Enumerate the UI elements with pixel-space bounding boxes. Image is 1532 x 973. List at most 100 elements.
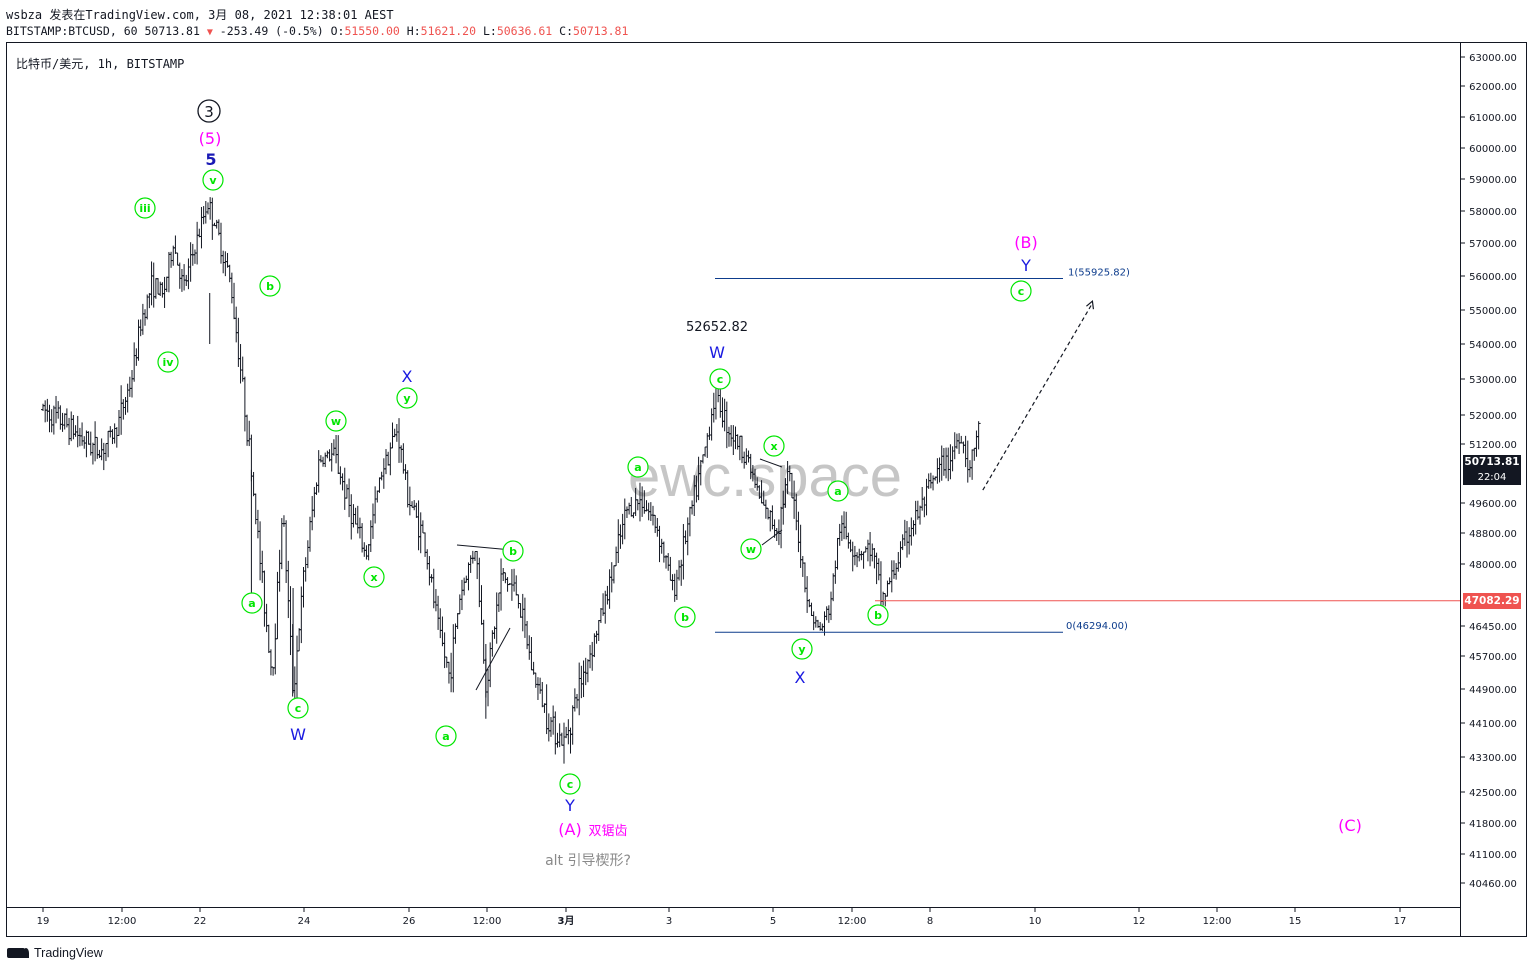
ohlc-bar: [579, 665, 584, 699]
ohlc-bar: [924, 478, 929, 516]
svg-text:a: a: [248, 597, 255, 610]
ohlc-bar: [410, 501, 415, 508]
ohlc-bar: [67, 417, 72, 446]
ohlc-bar: [342, 467, 347, 510]
ohlc-bar: [86, 431, 91, 445]
ohlc-bar: [490, 630, 495, 657]
ohlc-bar: [175, 252, 180, 266]
ohlc-bar: [902, 519, 907, 546]
ohlc-bar: [870, 543, 875, 562]
y-tick-label: 49600.00: [1469, 499, 1517, 510]
ohlc-bar: [397, 418, 402, 463]
x-tick-label: 10: [1029, 916, 1042, 927]
y-tick-label: 54000.00: [1469, 340, 1517, 351]
ohlc-bar: [429, 574, 434, 583]
wave-label-green: y: [396, 387, 418, 409]
ohlc-bar: [84, 430, 89, 458]
wave-label-green: a: [241, 592, 263, 614]
ohlc-bar: [195, 221, 200, 265]
y-tick-label: 53000.00: [1469, 375, 1517, 386]
ohlc-bar: [338, 466, 343, 485]
ohlc-bar: [145, 294, 150, 320]
wave-label-green: y: [791, 638, 813, 660]
ohlc-bar: [861, 551, 866, 569]
ohlc-bar: [268, 649, 273, 676]
ohlc-bar: [106, 430, 111, 458]
ohlc-bar: [948, 444, 953, 480]
ohlc-bar: [839, 515, 844, 541]
ohlc-bar: [585, 659, 590, 683]
ohlc-bar: [56, 401, 61, 419]
ohlc-bar: [466, 562, 471, 591]
ohlc-bar: [173, 235, 178, 254]
ohlc-bar: [423, 532, 428, 557]
wave-label-green: w: [325, 410, 347, 432]
ohlc-bar: [316, 450, 321, 493]
y-tick-label: 58000.00: [1469, 207, 1517, 218]
ohlc-bar: [462, 577, 467, 596]
ohlc-bar: [127, 376, 132, 397]
ohlc-bar: [123, 396, 128, 415]
ohlc-bar: [82, 436, 87, 449]
ohlc-bar: [527, 635, 532, 660]
wave-label-green: x: [763, 435, 785, 457]
wave-label-green: c: [287, 697, 309, 719]
ohlc-bar: [679, 559, 684, 586]
ohlc-bar: [199, 206, 204, 249]
ohlc-bar: [583, 657, 588, 686]
fib-label-0: 0(46294.00): [1066, 621, 1128, 632]
svg-text:b: b: [681, 611, 689, 624]
ohlc-legend: BITSTAMP:BTCUSD, 60 50713.81 ▼ -253.49 (…: [6, 24, 628, 38]
ohlc-bar: [922, 496, 927, 518]
ohlc-bar: [677, 560, 682, 581]
ohlc-bar: [609, 562, 614, 593]
ohlc-bar: [967, 460, 972, 478]
ohlc-bar: [277, 549, 282, 592]
ohlc-bar: [242, 376, 247, 432]
ohlc-bar: [863, 546, 868, 553]
svg-text:3: 3: [204, 103, 214, 121]
ohlc-bar: [811, 611, 816, 631]
ohlc-bar: [147, 293, 152, 309]
ohlc-bar: [58, 405, 63, 430]
ohlc-bar: [401, 443, 406, 474]
ohlc-bar: [653, 514, 658, 534]
tradingview-logo[interactable]: TradingView: [7, 946, 103, 960]
ohlc-bar: [312, 486, 317, 518]
ohlc-bar: [368, 520, 373, 553]
wave-label-blue: Y: [1020, 256, 1031, 275]
ohlc-bar: [588, 644, 593, 669]
ohlc-bar: [486, 668, 491, 707]
ohlc-bar: [722, 398, 727, 432]
ohlc-bar: [151, 262, 156, 308]
ohlc-bar: [227, 264, 232, 283]
ohlc-bar: [438, 608, 443, 639]
ohlc-bar: [108, 426, 113, 438]
y-tick-label: 55000.00: [1469, 306, 1517, 317]
ohlc-bar: [538, 677, 543, 694]
ohlc-bar: [931, 475, 936, 491]
ohlc-bar: [603, 590, 608, 624]
time-axis: 19 12:00 22 24 26 12:00 3月 3 5 12:00 8 10 12 12:00 15 1…: [37, 907, 1406, 927]
x-tick-label: 19: [37, 916, 50, 927]
y-tick-label: 61000.00: [1469, 113, 1517, 124]
ohlc-bar: [618, 524, 623, 549]
ohlc-bar: [974, 430, 979, 457]
ohlc-bar: [572, 688, 577, 712]
ohlc-bar: [592, 633, 597, 658]
triangle-lower-line: [761, 529, 783, 546]
drawings: 1(55925.82) 0(46294.00): [456, 268, 1460, 691]
wave-label-green: c: [559, 773, 581, 795]
y-tick-label: 42500.00: [1469, 788, 1517, 799]
low-value: 50636.61: [496, 24, 553, 38]
ohlc-bar: [904, 521, 909, 558]
ohlc-bar: [138, 319, 143, 337]
ohlc-bar: [674, 569, 679, 600]
ohlc-bar: [820, 623, 825, 632]
ohlc-bar: [251, 471, 256, 497]
ohlc-bar: [390, 422, 395, 449]
ohlc-bar: [575, 693, 580, 709]
ohlc-bar: [533, 672, 538, 688]
ohlc-bar: [305, 540, 310, 569]
